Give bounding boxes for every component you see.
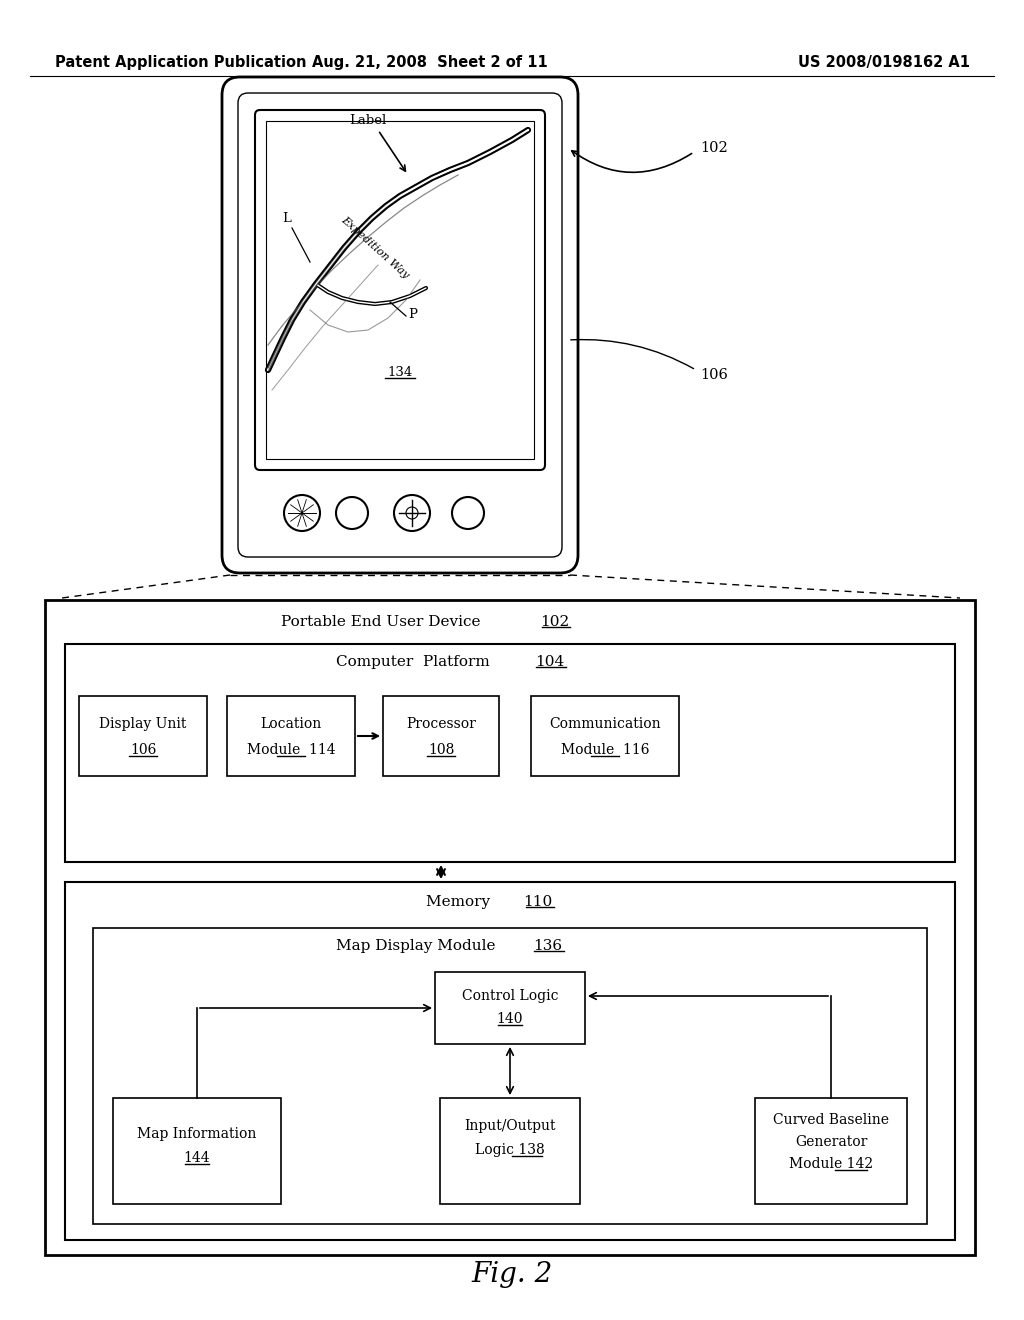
Text: Label: Label	[349, 114, 387, 127]
Text: 102: 102	[541, 615, 569, 630]
Text: Control Logic: Control Logic	[462, 989, 558, 1003]
Text: Aug. 21, 2008  Sheet 2 of 11: Aug. 21, 2008 Sheet 2 of 11	[312, 54, 548, 70]
Text: Input/Output: Input/Output	[464, 1119, 556, 1133]
Text: Logic 138: Logic 138	[475, 1143, 545, 1158]
Text: 136: 136	[534, 939, 562, 953]
Text: 106: 106	[700, 368, 728, 381]
Text: 140: 140	[497, 1012, 523, 1026]
Text: 104: 104	[536, 655, 564, 669]
Text: Communication: Communication	[549, 717, 660, 731]
Text: Portable End User Device: Portable End User Device	[281, 615, 490, 630]
Text: US 2008/0198162 A1: US 2008/0198162 A1	[798, 54, 970, 70]
Bar	[440, 1098, 580, 1204]
Bar	[755, 1098, 907, 1204]
Text: 108: 108	[428, 743, 455, 756]
Text: Module  114: Module 114	[247, 743, 335, 756]
Text: Generator: Generator	[795, 1135, 867, 1148]
Text: 134: 134	[387, 366, 413, 379]
Text: Display Unit: Display Unit	[99, 717, 186, 731]
FancyBboxPatch shape	[222, 77, 578, 573]
Text: Map Information: Map Information	[137, 1127, 257, 1140]
Text: 144: 144	[183, 1151, 210, 1166]
Text: Expedition Way: Expedition Way	[339, 215, 411, 281]
Bar	[93, 928, 927, 1224]
Bar	[45, 601, 975, 1255]
Bar	[227, 696, 355, 776]
Text: 102: 102	[700, 141, 728, 154]
Bar	[266, 121, 534, 459]
Text: Location: Location	[260, 717, 322, 731]
Bar	[79, 696, 207, 776]
Text: Map Display Module: Map Display Module	[336, 939, 500, 953]
Bar	[435, 972, 585, 1044]
FancyBboxPatch shape	[238, 92, 562, 557]
Text: L: L	[282, 213, 291, 224]
Text: Fig. 2: Fig. 2	[471, 1262, 553, 1288]
FancyBboxPatch shape	[255, 110, 545, 470]
Text: Memory: Memory	[426, 895, 500, 909]
Text: Computer  Platform: Computer Platform	[336, 655, 495, 669]
Text: Curved Baseline: Curved Baseline	[773, 1113, 889, 1127]
Bar	[113, 1098, 281, 1204]
Bar	[383, 696, 499, 776]
Bar	[65, 882, 955, 1239]
Text: P: P	[408, 308, 417, 321]
Text: 110: 110	[523, 895, 553, 909]
Text: Processor: Processor	[407, 717, 476, 731]
Bar	[65, 644, 955, 862]
Text: Module 142: Module 142	[788, 1158, 873, 1171]
Text: Module  116: Module 116	[561, 743, 649, 756]
Text: 106: 106	[130, 743, 157, 756]
Text: Patent Application Publication: Patent Application Publication	[55, 54, 306, 70]
Bar	[531, 696, 679, 776]
